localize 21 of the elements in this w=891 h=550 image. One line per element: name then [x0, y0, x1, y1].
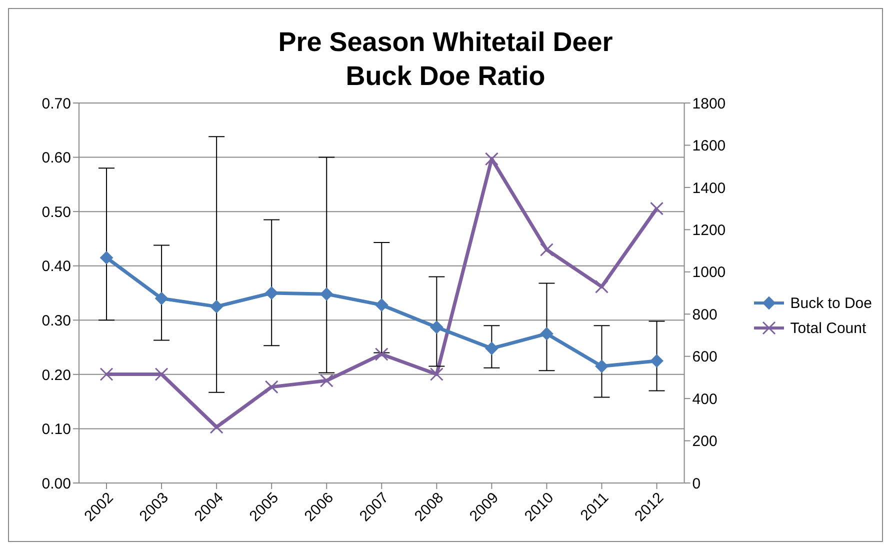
y2-tick-label: 1800	[692, 95, 726, 112]
y-tick-label: 0.50	[42, 204, 71, 221]
y2-tick-label: 1400	[692, 180, 726, 197]
y2-tick-label: 1200	[692, 222, 726, 239]
y-tick-label: 0.30	[42, 312, 71, 330]
y-tick-label: 0.20	[42, 366, 71, 384]
legend-label: Total Count	[790, 320, 866, 336]
y2-tick-label: 1000	[692, 264, 726, 282]
y-tick-label: 0.00	[42, 475, 71, 492]
chart-title: Pre Season Whitetail Deer Buck Doe Ratio	[277, 26, 614, 93]
y-tick-label: 0.40	[42, 258, 71, 276]
y-tick-label: 0.10	[42, 421, 71, 438]
y-tick-label: 0.70	[42, 95, 71, 112]
y2-tick-label: 800	[692, 306, 718, 324]
y2-tick-label: 1600	[692, 138, 726, 155]
y2-tick-label: 200	[692, 433, 718, 450]
y2-tick-label: 600	[692, 348, 718, 366]
y-tick-label: 0.60	[42, 150, 71, 167]
y2-tick-label: 400	[692, 390, 718, 408]
legend-label: Buck to Doe	[790, 294, 872, 312]
y2-tick-label: 0	[692, 475, 701, 492]
